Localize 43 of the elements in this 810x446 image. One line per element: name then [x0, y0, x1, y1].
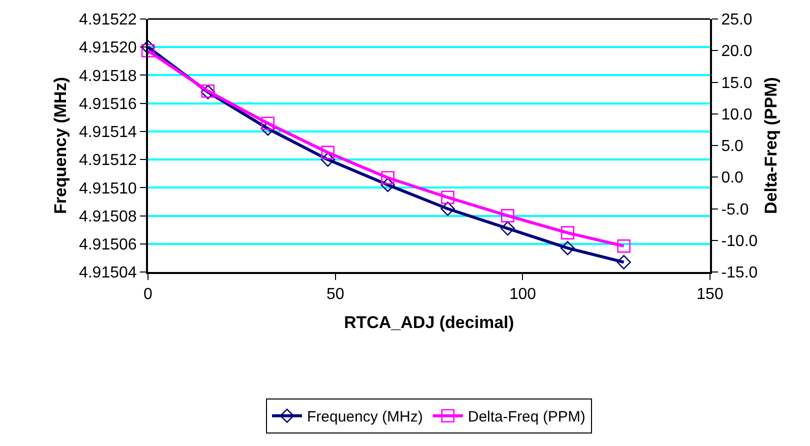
y-tick-label: 4.91518	[78, 68, 137, 85]
y2-tick-label: 10.0	[721, 106, 752, 124]
point	[617, 239, 630, 253]
point	[141, 44, 155, 58]
point	[560, 240, 575, 256]
y-tick-label: 4.91516	[78, 96, 137, 113]
y2-tick-label: 20.0	[721, 43, 752, 60]
legend-label: Frequency (MHz)	[307, 408, 423, 426]
y2-axis-title: Delta-Freq (PPM)	[762, 77, 781, 214]
y2-tick-label: 5.0	[721, 138, 744, 156]
y-axis-title: Frequency (MHz)	[51, 77, 70, 214]
x-tick-label: 100	[509, 286, 536, 304]
point	[260, 121, 276, 136]
y-tick-label: 4.91504	[78, 264, 137, 282]
y2-tick-label: 25.0	[721, 12, 752, 29]
point	[261, 116, 275, 130]
y-tick-label: 4.91512	[78, 152, 137, 170]
point	[441, 190, 454, 204]
y-tick-label: 4.91508	[78, 208, 137, 226]
y-tick-label: 4.91522	[78, 12, 137, 29]
y-tick-label: 4.91520	[78, 40, 137, 57]
point	[501, 209, 514, 222]
x-axis-title: RTCA_ADJ (decimal)	[344, 313, 514, 332]
point	[321, 146, 334, 160]
point	[500, 221, 515, 236]
y2-tick-label: 0.0	[721, 170, 744, 187]
y2-tick-label: -15.0	[721, 264, 758, 282]
y-tick-label: 4.91506	[78, 236, 137, 254]
point	[320, 152, 335, 167]
y-tick-label: 4.91510	[78, 180, 137, 198]
point	[381, 171, 394, 184]
y2-tick-label: 15.0	[721, 74, 752, 92]
y2-tick-label: -5.0	[721, 201, 749, 218]
point	[380, 178, 395, 192]
x-tick-label: 0	[144, 286, 153, 304]
legend-label: Delta-Freq (PPM)	[468, 408, 586, 426]
point	[440, 202, 455, 216]
x-tick-label: 50	[326, 286, 344, 304]
y-tick-label: 4.91514	[78, 124, 137, 142]
y2-tick-label: -10.0	[721, 232, 758, 250]
x-tick-label: 150	[696, 286, 724, 304]
point	[560, 226, 574, 240]
point	[616, 255, 631, 270]
